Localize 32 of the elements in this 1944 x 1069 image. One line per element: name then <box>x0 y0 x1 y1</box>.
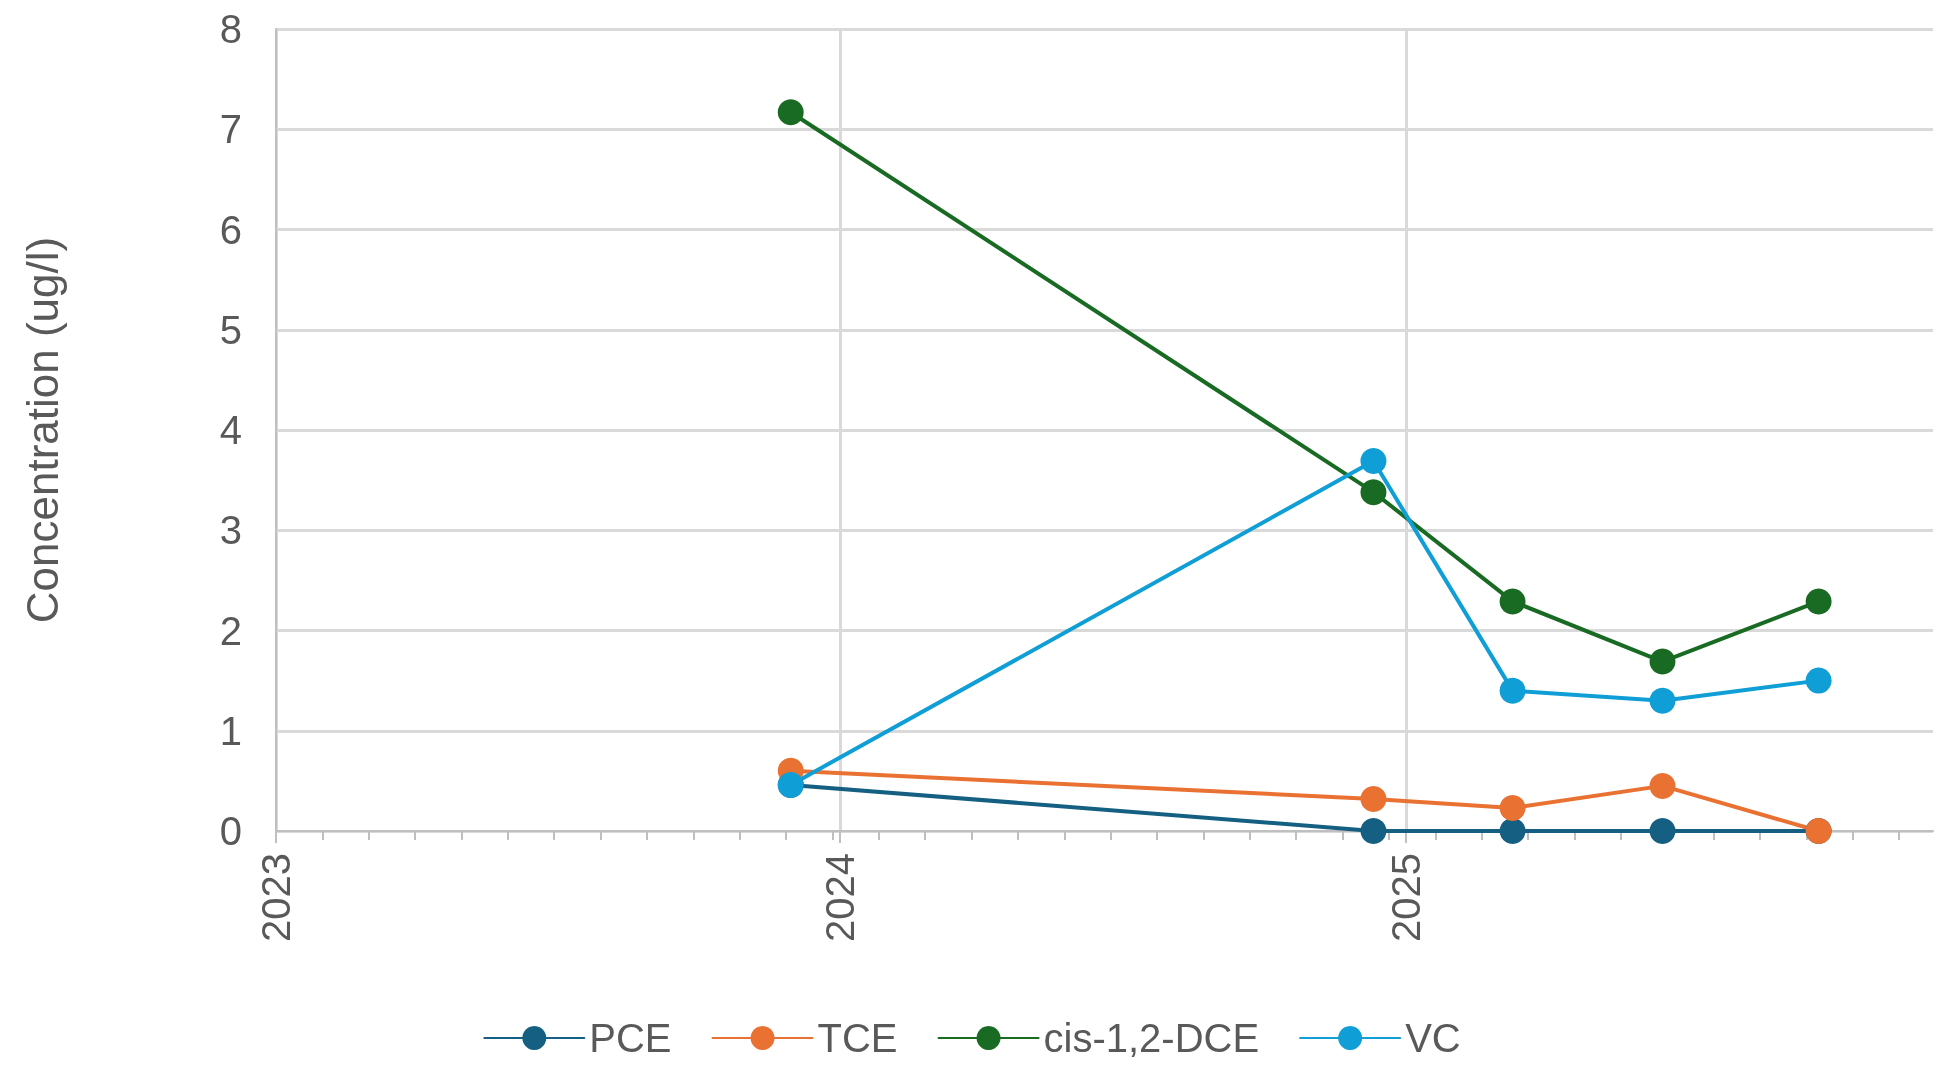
point <box>1360 479 1387 506</box>
point <box>1805 667 1832 694</box>
y-tick-label: 4 <box>219 408 242 452</box>
y-tick-label: 2 <box>219 608 242 653</box>
point <box>1499 818 1526 844</box>
legend-label: PCE <box>589 1016 672 1060</box>
point <box>1649 818 1676 844</box>
x-tick-label: 2024 <box>818 853 863 942</box>
point <box>1649 687 1676 714</box>
y-tick-label: 1 <box>219 708 242 753</box>
legend-label: cis-1,2-DCE <box>1043 1016 1260 1060</box>
x-tick-label: 2023 <box>254 853 298 942</box>
point <box>1499 677 1526 704</box>
x-tick-label: 2025 <box>1383 853 1428 942</box>
point <box>1499 794 1526 821</box>
point <box>1360 818 1387 844</box>
point <box>1499 588 1526 615</box>
y-tick-label: 0 <box>219 809 242 853</box>
y-tick-label: 8 <box>219 7 242 51</box>
y-tick-label: 6 <box>219 207 242 252</box>
point <box>1649 648 1676 675</box>
y-axis-title: Concentration (ug/l) <box>17 236 67 624</box>
point <box>1805 588 1832 615</box>
legend-label: VC <box>1405 1016 1461 1060</box>
y-tick-label: 7 <box>219 107 242 152</box>
point <box>777 99 804 126</box>
point <box>1360 448 1387 475</box>
point <box>1360 785 1387 812</box>
y-tick-label: 3 <box>219 508 242 553</box>
y-tick-label: 5 <box>219 307 242 352</box>
legend-label: TCE <box>817 1016 898 1060</box>
point <box>1649 772 1676 799</box>
